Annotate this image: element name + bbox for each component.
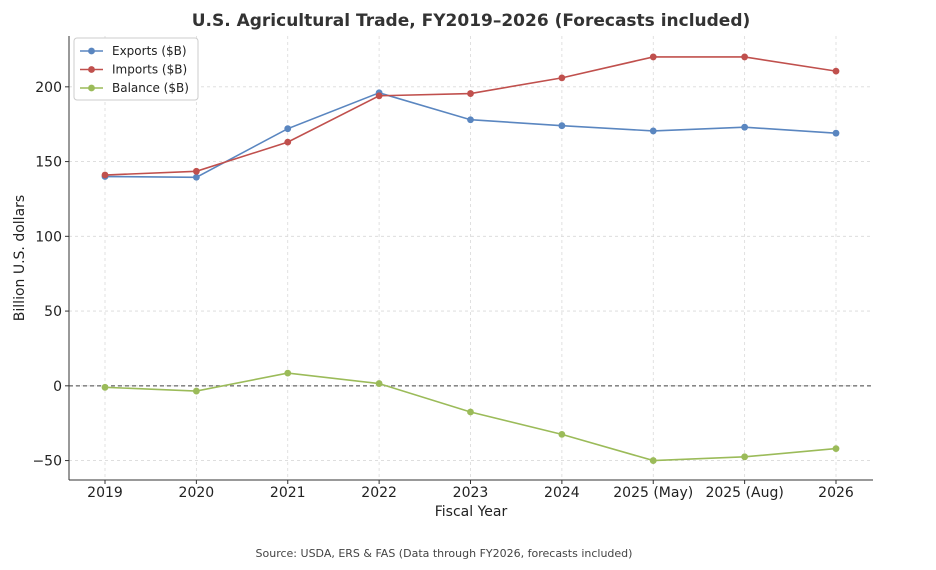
- x-tick-label: 2021: [270, 485, 306, 501]
- legend-swatch-marker: [88, 84, 95, 92]
- legend-item: Balance ($B): [80, 81, 189, 95]
- legend-item: Imports ($B): [80, 63, 187, 77]
- data-point: [284, 125, 292, 133]
- legend-label: Imports ($B): [112, 63, 187, 77]
- x-tick-label: 2025 (May): [613, 485, 693, 501]
- y-tick-label: 100: [35, 229, 62, 245]
- data-point: [832, 67, 840, 75]
- y-tick-label: 150: [35, 155, 62, 171]
- data-point: [649, 53, 657, 61]
- data-point: [649, 457, 657, 464]
- data-point: [558, 74, 566, 82]
- source-note: Source: USDA, ERS & FAS (Data through FY…: [256, 547, 633, 560]
- x-tick-label: 2026: [818, 485, 854, 501]
- data-point: [192, 167, 200, 175]
- data-point: [375, 92, 383, 100]
- x-tick-label: 2020: [179, 485, 215, 501]
- data-point: [558, 431, 566, 438]
- chart-title: U.S. Agricultural Trade, FY2019–2026 (Fo…: [192, 11, 751, 31]
- y-tick-label: 50: [44, 304, 62, 320]
- x-tick-label: 2024: [544, 485, 580, 501]
- legend-swatch-marker: [88, 66, 95, 73]
- x-axis-label: Fiscal Year: [435, 504, 508, 520]
- data-point: [192, 173, 200, 181]
- data-point: [741, 453, 749, 461]
- legend-label: Exports ($B): [112, 44, 187, 58]
- data-point: [558, 122, 566, 130]
- series-2: [101, 369, 840, 464]
- x-tick-label: 2022: [361, 485, 397, 501]
- x-tick-label: 2023: [453, 485, 489, 501]
- legend-label: Balance ($B): [112, 81, 189, 95]
- series-group: [101, 53, 840, 464]
- data-point: [284, 369, 292, 377]
- grid: [69, 36, 873, 480]
- series-1: [101, 53, 840, 179]
- data-point: [467, 116, 474, 124]
- y-tick-label: −50: [32, 454, 62, 470]
- legend: Exports ($B) Imports ($B) Balance ($B): [73, 37, 199, 101]
- x-axis-ticks: 2019 2020 2021 2022 2023 2024 2025 (May) 2025 (…: [87, 480, 854, 501]
- data-point: [101, 171, 109, 179]
- data-point: [467, 408, 474, 416]
- data-point: [832, 129, 840, 137]
- y-tick-label: 200: [35, 80, 62, 96]
- y-axis-label: Billion U.S. dollars: [12, 195, 28, 321]
- data-point: [649, 127, 657, 135]
- legend-swatch-marker: [88, 47, 95, 55]
- data-point: [192, 387, 200, 395]
- legend-box: [73, 37, 199, 101]
- x-tick-label: 2019: [87, 485, 123, 501]
- data-point: [741, 53, 749, 61]
- y-axis-ticks: −50 0 50 100 150 200: [32, 80, 69, 470]
- data-point: [467, 90, 474, 97]
- x-tick-label: 2025 (Aug): [705, 485, 783, 501]
- data-point: [284, 138, 292, 146]
- y-tick-label: 0: [53, 379, 62, 395]
- data-point: [101, 383, 109, 391]
- legend-item: Exports ($B): [80, 44, 187, 58]
- data-point: [741, 123, 749, 131]
- data-point: [832, 445, 840, 453]
- data-point: [375, 380, 383, 387]
